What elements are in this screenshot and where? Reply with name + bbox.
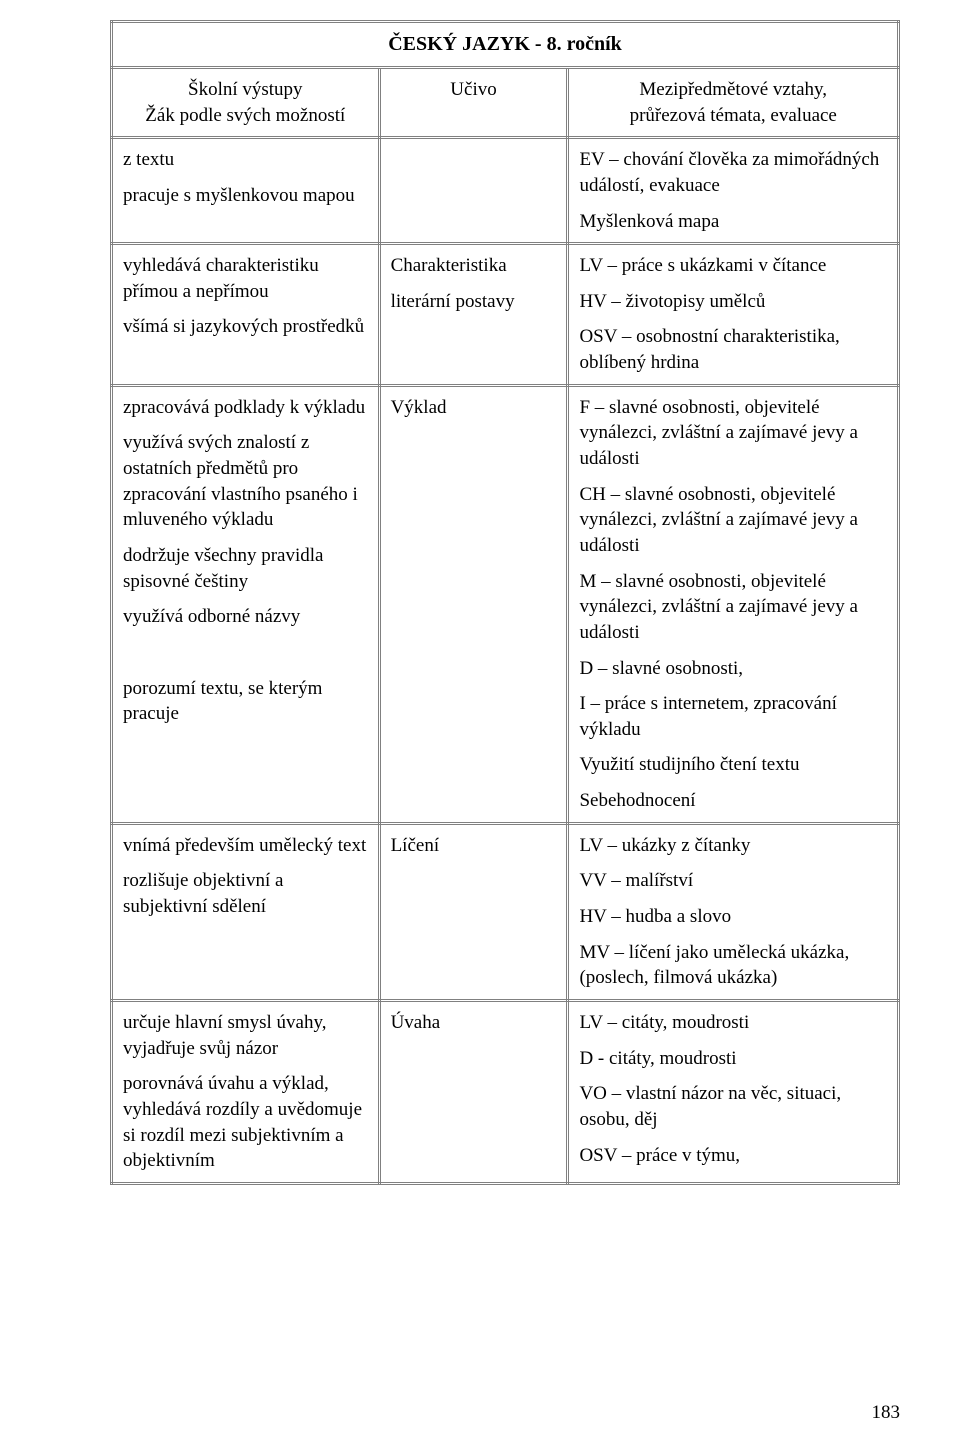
table-title: ČESKÝ JAZYK - 8. ročník [112,22,899,68]
cell-para: LV – ukázky z čítanky [579,833,887,859]
cell-para: CH – slavné osobnosti, objevitelé vynále… [579,482,887,559]
cell-content: Líčení [379,823,568,1000]
cell-para: D - citáty, moudrosti [579,1046,887,1072]
cell-para: HV – životopisy umělců [579,289,887,315]
cell-outcomes: vyhledává charakteristiku přímou a nepří… [112,244,380,386]
cell-para: VO – vlastní názor na věc, situaci, osob… [579,1081,887,1132]
page-number: 183 [872,1402,901,1424]
cell-para: literární postavy [391,289,557,315]
header-line: průřezová témata, evaluace [630,105,837,126]
cell-para: VV – malířství [579,868,887,894]
table-row: vnímá především umělecký text rozlišuje … [112,823,899,1000]
cell-para: Charakteristika [391,253,557,279]
cell-content: Charakteristika literární postavy [379,244,568,386]
cell-relations: LV – citáty, moudrosti D - citáty, moudr… [568,1000,899,1183]
cell-content: Úvaha [379,1000,568,1183]
cell-para: EV – chování člověka za mimořádných udál… [579,147,887,198]
cell-outcomes: určuje hlavní smysl úvahy, vyjadřuje svů… [112,1000,380,1183]
cell-para: Myšlenková mapa [579,209,887,235]
cell-para: LV – citáty, moudrosti [579,1010,887,1036]
cell-para: MV – líčení jako umělecká ukázka, (posle… [579,940,887,991]
cell-para: HV – hudba a slovo [579,904,887,930]
cell-para: Využití studijního čtení textu [579,752,887,778]
cell-para: D – slavné osobnosti, [579,656,887,682]
cell-para: Sebehodnocení [579,788,887,814]
cell-para: porozumí textu, se kterým pracuje [123,676,368,727]
cell-para: zpracovává podklady k výkladu [123,395,368,421]
table-row: z textu pracuje s myšlenkovou mapou EV –… [112,138,899,244]
header-line: Mezipředmětové vztahy, [639,79,827,100]
cell-para: F – slavné osobnosti, objevitelé vynález… [579,395,887,472]
cell-para: pracuje s myšlenkovou mapou [123,183,368,209]
cell-para: LV – práce s ukázkami v čítance [579,253,887,279]
cell-para: využívá odborné názvy [123,604,368,630]
header-line: Učivo [450,79,496,100]
cell-para: porovnává úvahu a výklad, vyhledává rozd… [123,1071,368,1174]
cell-para: z textu [123,147,368,173]
cell-para: vyhledává charakteristiku přímou a nepří… [123,253,368,304]
cell-content: Výklad [379,385,568,823]
column-header-content: Učivo [379,68,568,138]
cell-para: M – slavné osobnosti, objevitelé vynález… [579,569,887,646]
curriculum-table: ČESKÝ JAZYK - 8. ročník Školní výstupy Ž… [110,20,900,1185]
cell-para [123,640,368,666]
cell-outcomes: zpracovává podklady k výkladu využívá sv… [112,385,380,823]
cell-para: využívá svých znalostí z ostatních předm… [123,430,368,533]
cell-para: Líčení [391,833,557,859]
table-row: určuje hlavní smysl úvahy, vyjadřuje svů… [112,1000,899,1183]
cell-para: dodržuje všechny pravidla spisovné češti… [123,543,368,594]
cell-relations: LV – práce s ukázkami v čítance HV – živ… [568,244,899,386]
column-header-outcomes: Školní výstupy Žák podle svých možností [112,68,380,138]
cell-relations: LV – ukázky z čítanky VV – malířství HV … [568,823,899,1000]
cell-outcomes: z textu pracuje s myšlenkovou mapou [112,138,380,244]
header-line: Žák podle svých možností [145,105,345,126]
cell-para: Úvaha [391,1010,557,1036]
cell-outcomes: vnímá především umělecký text rozlišuje … [112,823,380,1000]
cell-para: vnímá především umělecký text [123,833,368,859]
cell-para: I – práce s internetem, zpracování výkla… [579,691,887,742]
header-line: Školní výstupy [188,79,303,100]
cell-para: Výklad [391,395,557,421]
table-row: vyhledává charakteristiku přímou a nepří… [112,244,899,386]
cell-content [379,138,568,244]
column-header-relations: Mezipředmětové vztahy, průřezová témata,… [568,68,899,138]
page: ČESKÝ JAZYK - 8. ročník Školní výstupy Ž… [0,0,960,1436]
cell-para: určuje hlavní smysl úvahy, vyjadřuje svů… [123,1010,368,1061]
cell-relations: F – slavné osobnosti, objevitelé vynález… [568,385,899,823]
cell-para: OSV – práce v týmu, [579,1143,887,1169]
cell-para: OSV – osobnostní charakteristika, oblíbe… [579,324,887,375]
cell-para: všímá si jazykových prostředků [123,314,368,340]
cell-relations: EV – chování člověka za mimořádných udál… [568,138,899,244]
cell-para: rozlišuje objektivní a subjektivní sděle… [123,868,368,919]
table-row: zpracovává podklady k výkladu využívá sv… [112,385,899,823]
